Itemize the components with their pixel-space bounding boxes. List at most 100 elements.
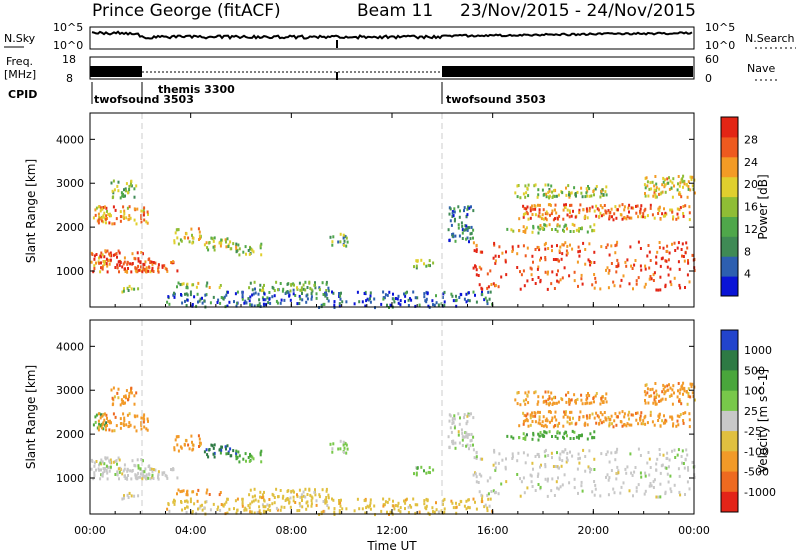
power-echo-cell — [494, 283, 497, 287]
power-echo-cell — [181, 301, 184, 305]
power-echo-cell — [534, 213, 537, 217]
velocity-echo-cell — [145, 473, 148, 477]
power-echo-cell — [537, 214, 540, 218]
power-echo-cell — [145, 266, 148, 270]
power-echo-cell — [327, 299, 330, 303]
power-echo-region — [121, 284, 140, 294]
velocity-echo-cell — [106, 424, 108, 427]
power-echo-cell — [542, 208, 545, 212]
power-echo-cell — [576, 260, 579, 264]
power-echo-cell — [142, 262, 145, 266]
power-echo-cell — [552, 258, 555, 261]
power-echo-cell — [103, 255, 106, 259]
power-echo-cell — [617, 264, 620, 268]
velocity-echo-cell — [126, 413, 129, 417]
velocity-echo-cell — [522, 437, 525, 440]
velocity-echo-cell — [415, 471, 418, 475]
velocity-echo-cell — [206, 453, 209, 457]
power-echo-cell — [120, 191, 123, 195]
power-echo-cell — [211, 237, 214, 241]
velocity-echo-cell — [652, 480, 655, 484]
velocity-echo-cell — [620, 420, 623, 424]
velocity-echo-cell — [553, 494, 556, 497]
power-echo-cell — [658, 241, 661, 244]
power-echo-cell — [151, 262, 154, 266]
power-echo-cell — [492, 256, 495, 260]
power-echo-cell — [655, 261, 658, 265]
velocity-echo-cell — [671, 402, 674, 406]
velocity-echo-cell — [564, 430, 567, 434]
velocity-echo-cell — [129, 423, 132, 427]
velocity-echo-cell — [327, 493, 330, 497]
power-echo-cell — [128, 284, 131, 288]
power-echo-cell — [110, 254, 113, 258]
velocity-echo-cell — [649, 482, 652, 485]
velocity-echo-cell — [173, 498, 175, 502]
velocity-echo-cell — [543, 450, 546, 454]
power-echo-cell — [224, 238, 227, 242]
power-echo-cell — [423, 295, 426, 299]
velocity-echo-cell — [203, 450, 206, 454]
power-echo-cell — [682, 255, 685, 258]
power-echo-cell — [663, 207, 665, 211]
velocity-echo-cell — [192, 443, 195, 447]
velocity-echo-cell — [679, 413, 682, 417]
velocity-echo-cell — [137, 464, 140, 468]
velocity-echo-cell — [407, 511, 410, 514]
power-echo-cell — [655, 288, 658, 292]
velocity-echo-cell — [591, 412, 594, 416]
velocity-echo-cell — [410, 505, 413, 509]
power-echo-cell — [612, 218, 615, 222]
power-echo-cell — [672, 215, 675, 219]
velocity-echo-cell — [220, 503, 223, 506]
velocity-echo-cell — [195, 492, 198, 496]
velocity-echo-cell — [563, 410, 566, 414]
velocity-echo-cell — [146, 417, 149, 421]
velocity-echo-cell — [130, 494, 133, 498]
velocity-echo-region — [173, 434, 202, 453]
power-echo-cell — [681, 254, 683, 258]
velocity-echo-cell — [492, 489, 495, 493]
velocity-echo-cell — [587, 465, 590, 469]
velocity-echo-cell — [659, 424, 662, 428]
power-echo-cell — [309, 286, 312, 290]
velocity-echo-cell — [259, 490, 262, 494]
velocity-echo-cell — [677, 448, 680, 452]
velocity-echo-cell — [313, 490, 316, 494]
velocity-echo-cell — [209, 508, 212, 512]
power-echo-cell — [143, 263, 146, 267]
power-echo-cell — [301, 292, 303, 295]
power-echo-cell — [646, 254, 649, 258]
power-echo-cell — [364, 304, 367, 308]
power-echo-cell — [406, 290, 408, 294]
velocity-echo-cell — [235, 456, 238, 460]
velocity-echo-cell — [226, 444, 229, 448]
power-echo-cell — [516, 252, 519, 256]
power-echo-cell — [457, 226, 460, 230]
power-echo-cell — [139, 268, 142, 272]
velocity-echo-cell — [607, 478, 610, 482]
power-echo-cell — [469, 237, 472, 241]
power-echo-region — [472, 240, 696, 292]
power-echo-cell — [98, 261, 101, 265]
velocity-echo-cell — [97, 419, 100, 423]
power-echo-cell — [472, 266, 475, 270]
power-echo-cell — [635, 279, 638, 283]
power-echo-cell — [102, 264, 105, 268]
power-echo-cell — [543, 227, 546, 231]
y-tick-label: 3000 — [56, 384, 84, 397]
nave-label: Nave — [747, 62, 775, 75]
power-echo-cell — [534, 248, 537, 251]
velocity-echo-cell — [140, 423, 143, 427]
power-echo-cell — [670, 283, 673, 287]
velocity-echo-cell — [304, 495, 307, 499]
velocity-echo-cell — [644, 471, 647, 475]
velocity-echo-cell — [90, 467, 93, 471]
velocity-echo-cell — [532, 433, 535, 437]
velocity-echo-cell — [682, 462, 685, 465]
velocity-echo-cell — [567, 391, 570, 395]
velocity-echo-cell — [102, 421, 105, 425]
velocity-echo-cell — [225, 447, 227, 451]
power-echo-cell — [580, 273, 583, 277]
